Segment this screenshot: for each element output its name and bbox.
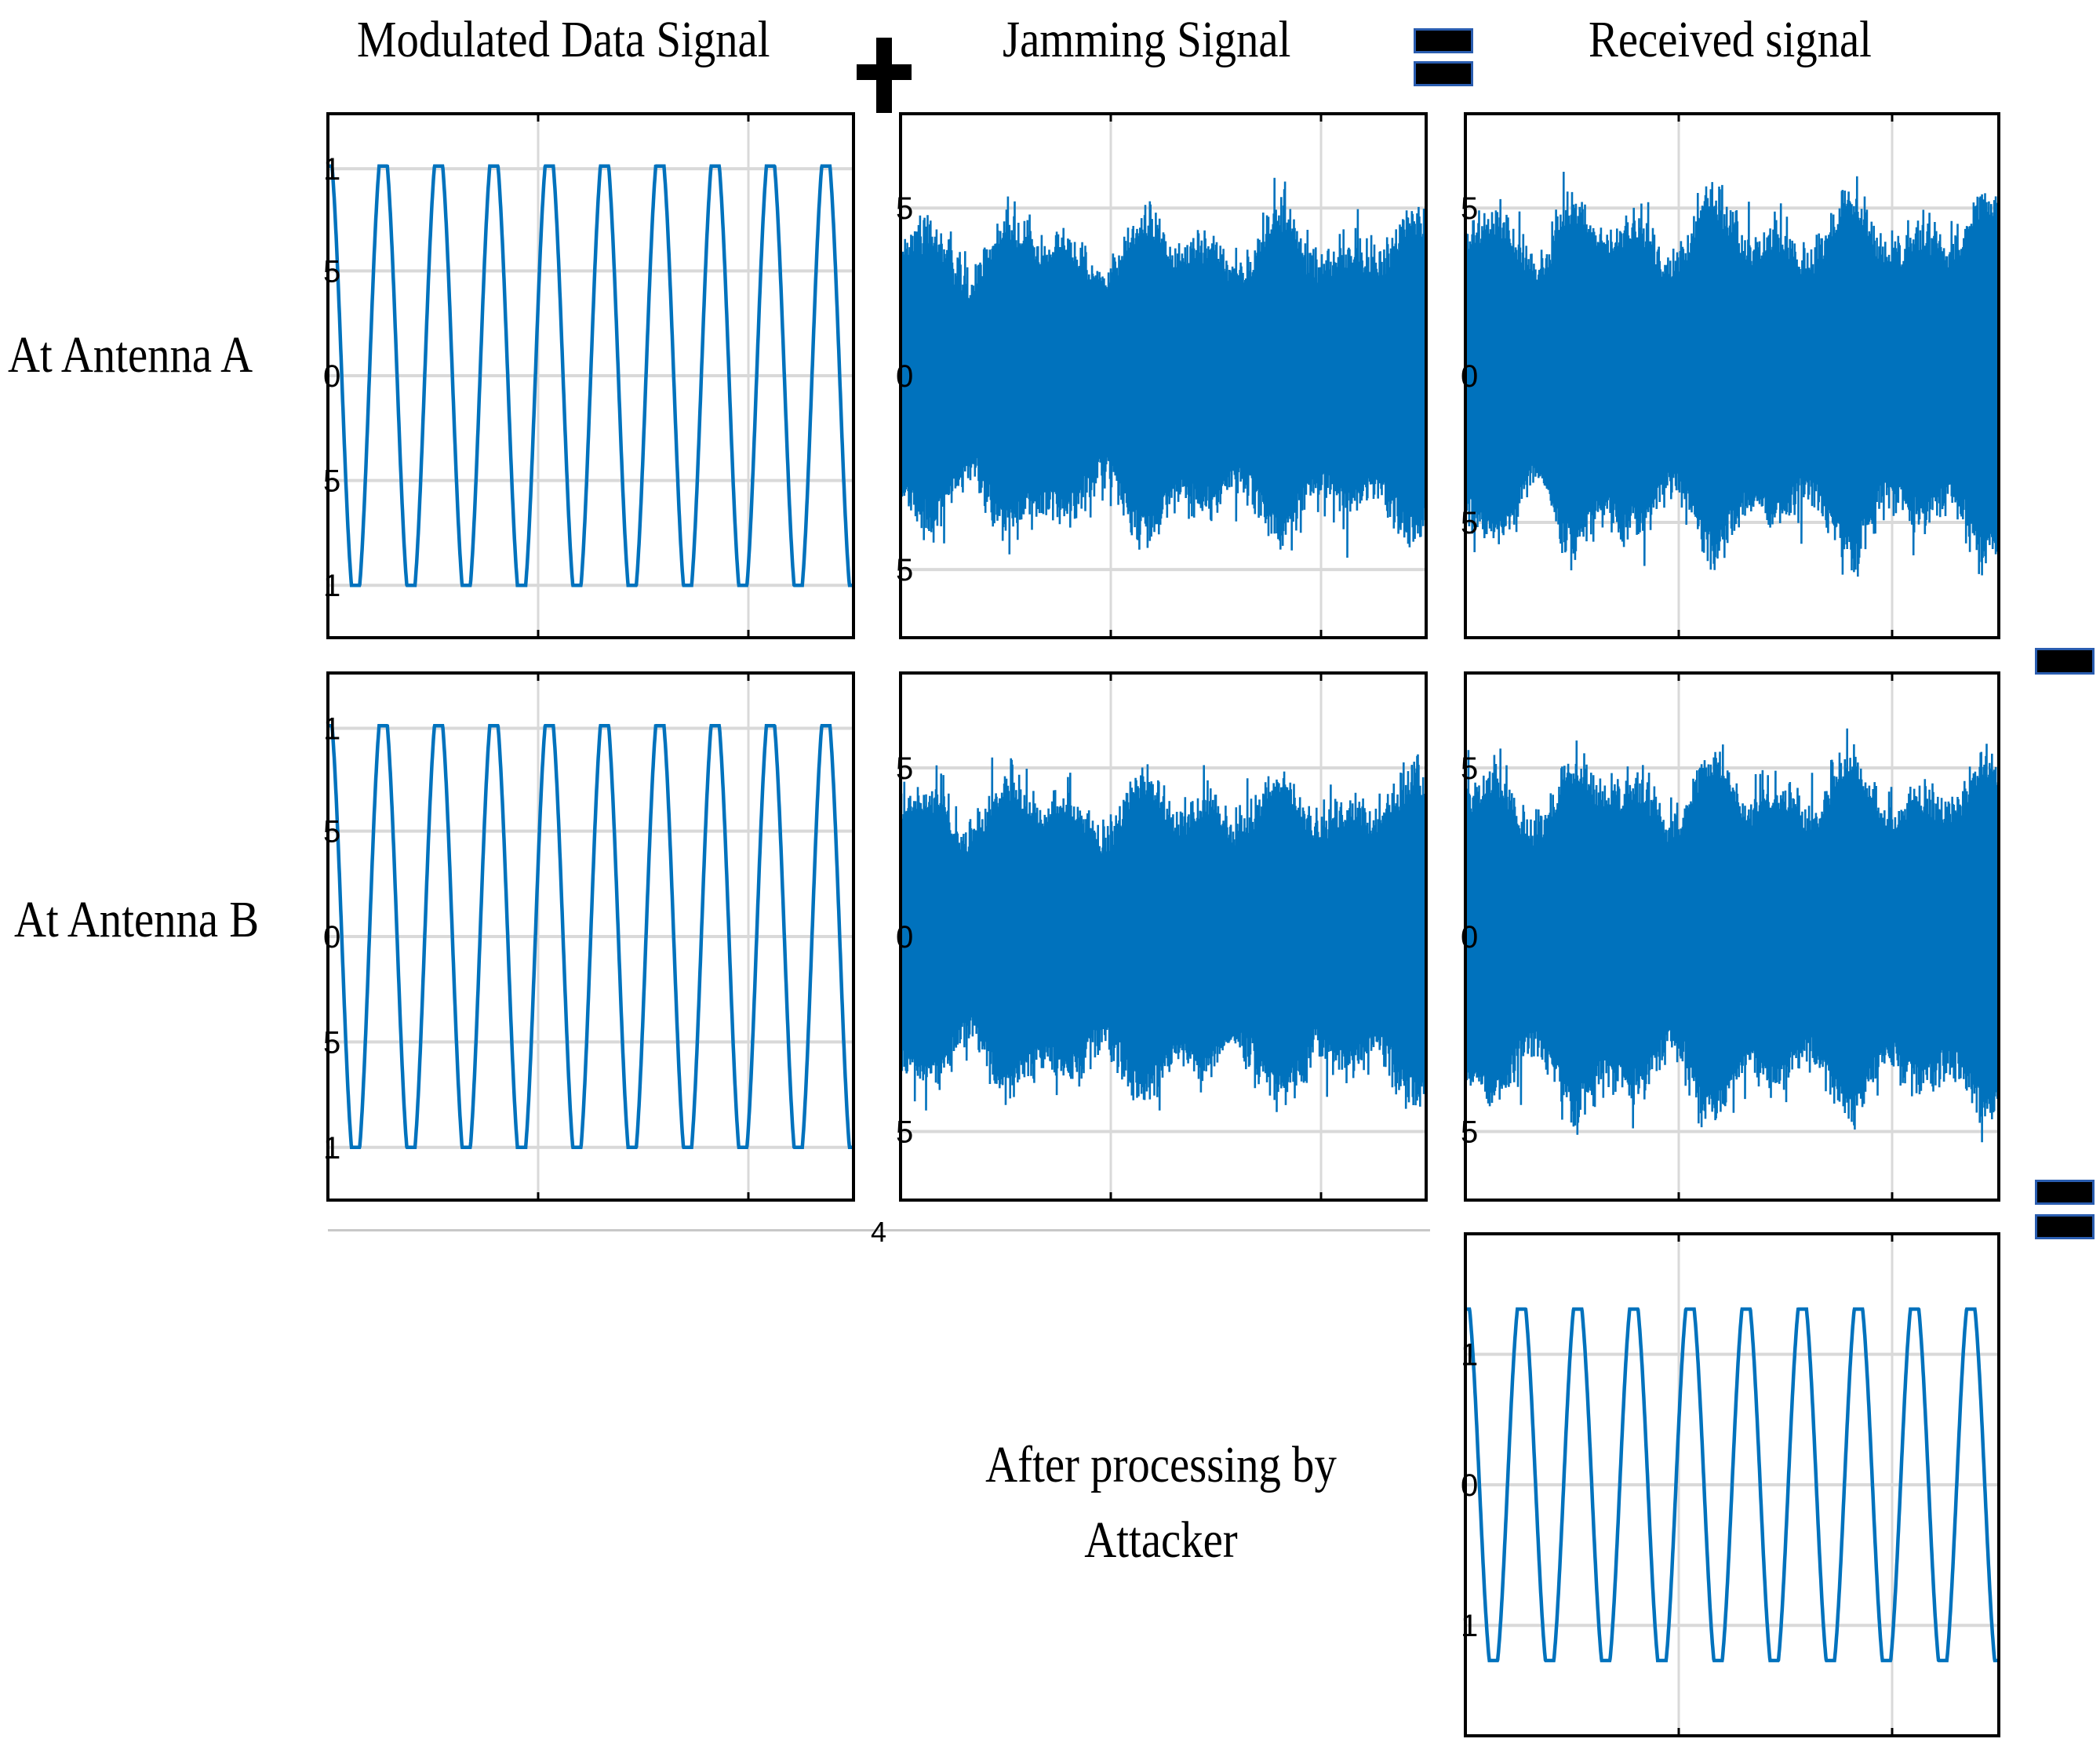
tick-label: 5 [323, 1025, 340, 1060]
equals-icon-bottom [2035, 1180, 2095, 1239]
row-label-antenna-b: At Antenna B [14, 891, 260, 948]
plot-jamming-a: 5 0 5 [896, 112, 1428, 639]
tick-label: 1 [323, 152, 340, 187]
minus-icon [2035, 648, 2095, 675]
tick-label: 1 [1461, 1609, 1478, 1643]
heading-received-signal: Received signal [1589, 11, 1872, 68]
plot-frame [1464, 1232, 2000, 1737]
waveform-trace [899, 177, 1428, 558]
heading-jamming-signal: Jamming Signal [1003, 11, 1291, 68]
equals-icon [1414, 28, 1473, 86]
plot-frame [1464, 112, 2000, 639]
tick-label: 0 [896, 359, 913, 394]
tick-label: 0 [1461, 359, 1478, 394]
tick-label: 0 [323, 920, 340, 955]
tick-label: 1 [323, 712, 340, 747]
heading-modulated-data-signal: Modulated Data Signal [357, 11, 770, 68]
tick-label: 0 [1461, 920, 1478, 955]
waveform-trace [899, 754, 1428, 1112]
plot-frame [899, 112, 1428, 639]
plot-modulated-a: 1 5 0 5 1 [323, 112, 855, 639]
tick-label: 5 [896, 191, 913, 226]
tick-label: 1 [323, 1131, 340, 1166]
tick-label: 5 [323, 464, 340, 499]
tick-label: 1 [323, 569, 340, 603]
tick-label: 5 [896, 553, 913, 587]
axis-remnant-tick: 4 [871, 1216, 887, 1248]
plot-jamming-b: 5 0 5 [896, 671, 1428, 1202]
caption-line-2: Attacker [1084, 1511, 1238, 1569]
plot-after-processing: 1 0 1 [1461, 1232, 2000, 1737]
waveform-trace [1465, 1307, 1999, 1663]
tick-label: 5 [1461, 1115, 1478, 1150]
plot-modulated-b: 1 5 0 5 1 [323, 671, 855, 1202]
plot-received-a: 5 0 5 [1461, 112, 2000, 639]
waveform-trace [1464, 171, 2000, 577]
tick-label: 5 [1461, 751, 1478, 786]
plot-frame [326, 112, 855, 639]
plot-frame [1464, 671, 2000, 1202]
tick-label: 5 [1461, 191, 1478, 226]
tick-label: 0 [323, 359, 340, 394]
plot-frame [326, 671, 855, 1202]
tick-label: 5 [896, 751, 913, 786]
plot-frame [899, 671, 1428, 1202]
tick-label: 5 [323, 254, 340, 289]
tick-label: 0 [1461, 1468, 1478, 1503]
tick-label: 5 [323, 815, 340, 849]
tick-label: 5 [1461, 506, 1478, 540]
waveform-trace [328, 723, 853, 1150]
row-label-antenna-a: At Antenna A [8, 326, 253, 384]
axis-remnant-line [328, 1229, 1430, 1231]
caption-after-processing: After processing by Attacker [959, 1428, 1363, 1577]
caption-line-1: After processing by [985, 1436, 1337, 1493]
waveform-trace [1464, 728, 2000, 1143]
plus-icon [857, 38, 912, 113]
tick-label: 5 [896, 1115, 913, 1150]
waveform-trace [328, 164, 853, 587]
tick-label: 1 [1461, 1338, 1478, 1373]
tick-label: 0 [896, 920, 913, 955]
plot-received-b: 5 0 5 [1461, 671, 2000, 1202]
